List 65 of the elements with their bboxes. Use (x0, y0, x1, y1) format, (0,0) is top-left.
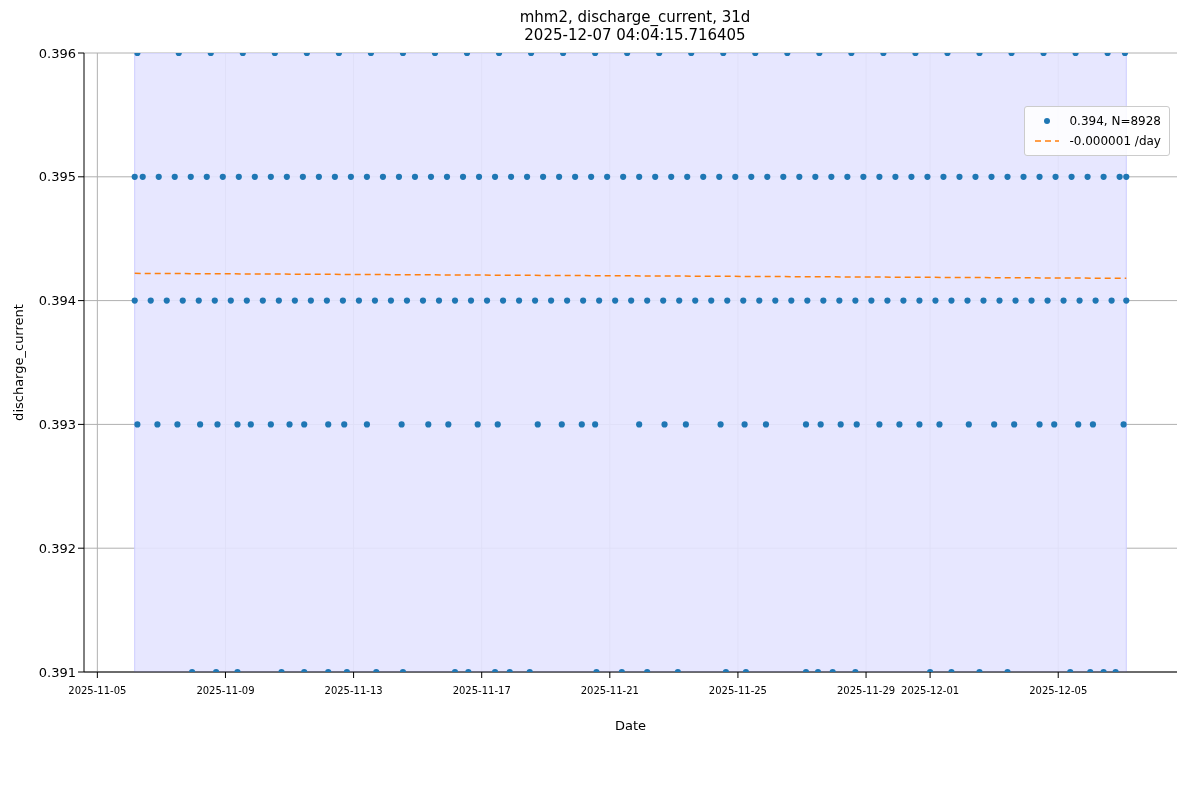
point (494, 421, 501, 428)
point (1089, 421, 1097, 428)
x-tick-label: 2025-12-01 (901, 685, 960, 696)
point (425, 421, 432, 428)
point (936, 421, 943, 428)
point (214, 421, 221, 428)
x-axis-title: Date (614, 718, 647, 733)
point (341, 421, 348, 428)
point (876, 421, 883, 428)
point (325, 421, 332, 428)
point (134, 421, 141, 428)
x-tick-label: 2025-11-29 (836, 685, 896, 696)
y-tick-label: 0.396 (38, 45, 76, 61)
point (817, 421, 824, 428)
point (247, 421, 254, 428)
x-tick-label: 2025-11-17 (452, 685, 511, 696)
chart-subtitle: 2025-12-07 04:04:15.716405 (523, 26, 747, 44)
y-tick-label: 0.391 (38, 664, 76, 680)
x-tick-label: 2025-11-21 (580, 685, 639, 696)
y-tick-label: 0.393 (38, 417, 76, 433)
point (1051, 421, 1058, 428)
point (286, 421, 293, 428)
point (234, 421, 241, 428)
point (558, 421, 565, 428)
point (534, 421, 541, 428)
point (661, 421, 668, 428)
x-tick-label: 2025-11-25 (708, 685, 767, 696)
point (445, 421, 452, 428)
point (592, 421, 599, 428)
point (1075, 421, 1082, 428)
legend-label: 0.394, N=8928 (1069, 113, 1161, 130)
point (682, 421, 689, 428)
y-tick-label: 0.392 (38, 540, 76, 556)
point (762, 421, 770, 428)
point (301, 421, 308, 428)
point (965, 421, 972, 428)
point (853, 421, 860, 428)
point (398, 421, 405, 428)
point (896, 421, 903, 428)
x-tick-label: 2025-11-05 (68, 685, 127, 696)
y-axis-title: discharge_current (10, 304, 26, 421)
y-tick-label: 0.394 (38, 293, 76, 309)
point (717, 421, 724, 428)
point (837, 421, 844, 428)
point (991, 421, 998, 428)
point (474, 421, 481, 428)
point (578, 421, 585, 428)
point (1036, 421, 1043, 428)
point (741, 421, 748, 428)
point (802, 421, 810, 428)
point (1011, 421, 1018, 428)
point (197, 421, 204, 428)
x-tick-label: 2025-11-09 (196, 685, 255, 696)
x-tick-label: 2025-11-13 (324, 685, 383, 696)
legend-label: -0.000001 /day (1069, 133, 1161, 150)
point (174, 421, 181, 428)
point (916, 421, 923, 428)
y-tick-label: 0.395 (38, 169, 76, 185)
point (154, 421, 161, 428)
point (267, 421, 274, 428)
chart-title: mhm2, discharge_current, 31d (518, 8, 752, 26)
point (1120, 421, 1127, 428)
x-tick-label: 2025-12-05 (1029, 685, 1088, 696)
point (363, 421, 371, 428)
point (636, 421, 643, 428)
